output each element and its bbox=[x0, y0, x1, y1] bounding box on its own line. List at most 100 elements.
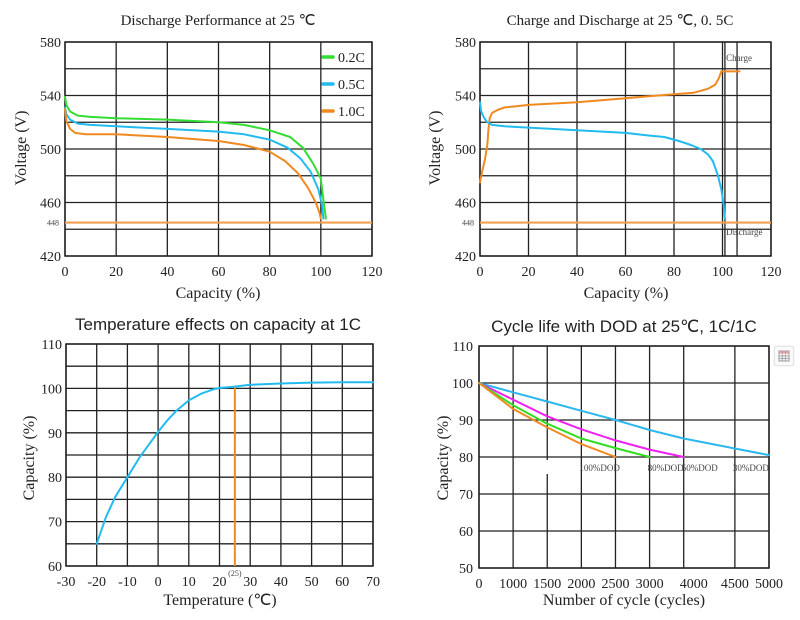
annotation-discharge: Discharge bbox=[726, 227, 762, 237]
x-tick-label: 0 bbox=[155, 575, 162, 590]
x-tick-label: 40 bbox=[274, 575, 288, 590]
x-tick-label: 0 bbox=[62, 265, 69, 280]
x-tick-label: 0 bbox=[477, 265, 484, 280]
x-tick-label: 2000 bbox=[567, 577, 595, 592]
x-axis-label: Temperature (℃) bbox=[163, 592, 276, 609]
x-tick-label: 60 bbox=[619, 265, 633, 280]
series-label-30dod: 30%DOD bbox=[733, 463, 769, 473]
x-tick-label: 10 bbox=[182, 575, 196, 590]
y-tick-label: 460 bbox=[40, 197, 61, 212]
x-tick-label: 120 bbox=[362, 265, 383, 280]
chart-title: Cycle life with DOD at 25℃, 1C/1C bbox=[491, 317, 757, 336]
chart-cycle-life: Cycle life with DOD at 25℃, 1C/1C 0 1000 1… bbox=[435, 317, 783, 609]
y-tick-label: 60 bbox=[459, 525, 473, 540]
series-line-30-dod bbox=[478, 382, 770, 457]
series-line-1-0c bbox=[64, 107, 322, 220]
x-tick-label: 50 bbox=[305, 575, 319, 590]
y-axis-label: Voltage (V) bbox=[13, 111, 30, 186]
x-tick-label: -20 bbox=[87, 575, 106, 590]
y-tick-label: 580 bbox=[455, 36, 476, 51]
chart-charge-discharge: Charge and Discharge at 25 ℃, 0. 5C 448 … bbox=[427, 13, 782, 302]
grid-gap bbox=[545, 460, 550, 474]
y-tick-label: 70 bbox=[48, 516, 62, 531]
x-tick-label: 60 bbox=[212, 265, 226, 280]
chart-title: Temperature effects on capacity at 1C bbox=[75, 315, 361, 334]
y-tick-label: 540 bbox=[40, 90, 61, 105]
x-tick-label: 40 bbox=[160, 265, 174, 280]
y-tick-label: 460 bbox=[455, 197, 476, 212]
reference-line-label: 448 bbox=[47, 219, 59, 228]
y-axis-label: Capacity (%) bbox=[21, 416, 38, 501]
series-line-100-dod bbox=[478, 382, 617, 458]
series-label-50dod: 50%DOD bbox=[682, 463, 718, 473]
x-tick-label: 20 bbox=[109, 265, 123, 280]
y-tick-label: 90 bbox=[48, 427, 62, 442]
y-axis-label: Voltage (V) bbox=[427, 111, 444, 186]
x-tick-label: 40 bbox=[570, 265, 584, 280]
x-tick-label: 70 bbox=[366, 575, 380, 590]
x-tick-label: 4000 bbox=[680, 577, 708, 592]
y-tick-label: 60 bbox=[48, 560, 62, 575]
y-tick-label: 420 bbox=[455, 250, 476, 265]
y-tick-label: 420 bbox=[40, 250, 61, 265]
y-tick-label: 500 bbox=[455, 143, 476, 158]
x-tick-label: 60 bbox=[335, 575, 349, 590]
fullscreen-button[interactable] bbox=[774, 346, 794, 366]
x-tick-label: 80 bbox=[263, 265, 277, 280]
x-tick-label: 1500 bbox=[533, 577, 561, 592]
chart-discharge-performance: Discharge Performance at 25 ℃ 448 0 20 40 6… bbox=[13, 13, 383, 302]
legend-label: 0.2C bbox=[338, 51, 365, 66]
x-axis-label: Capacity (%) bbox=[584, 285, 669, 302]
legend-label: 1.0C bbox=[338, 105, 365, 120]
x-axis-label: Number of cycle (cycles) bbox=[543, 592, 705, 609]
y-tick-label: 80 bbox=[48, 471, 62, 486]
series-line-0-5c bbox=[64, 106, 325, 220]
x-tick-label: 80 bbox=[667, 265, 681, 280]
series-line-0-2c bbox=[64, 95, 327, 220]
series-label-100dod: 100%DOD bbox=[579, 463, 620, 473]
fullscreen-grid-icon bbox=[778, 350, 790, 362]
reference-line-label: 448 bbox=[462, 219, 474, 228]
y-tick-label: 110 bbox=[453, 340, 473, 355]
x-tick-label: 5000 bbox=[755, 577, 783, 592]
plot-frame bbox=[64, 41, 373, 257]
y-tick-label: 500 bbox=[40, 143, 61, 158]
x-tick-label: -10 bbox=[118, 575, 137, 590]
series-line-50-dod bbox=[478, 382, 685, 458]
x-tick-label: 100 bbox=[712, 265, 733, 280]
x-axis-label: Capacity (%) bbox=[176, 285, 261, 302]
x-tick-label: -30 bbox=[57, 575, 76, 590]
series-line-charge bbox=[479, 70, 741, 184]
y-tick-label: 110 bbox=[42, 338, 62, 353]
chart-temperature-effects: Temperature effects on capacity at 1C (2… bbox=[21, 315, 380, 609]
y-tick-label: 80 bbox=[459, 451, 473, 466]
series-line-80-dod bbox=[478, 382, 651, 458]
series-label-80dod: 80%DOD bbox=[648, 463, 684, 473]
marker-label: (25) bbox=[228, 569, 242, 578]
x-tick-label: 1000 bbox=[499, 577, 527, 592]
y-tick-label: 70 bbox=[459, 488, 473, 503]
y-tick-label: 540 bbox=[455, 90, 476, 105]
chart-title: Discharge Performance at 25 ℃ bbox=[121, 13, 316, 29]
annotation-charge: Charge bbox=[726, 53, 752, 63]
plot-frame bbox=[478, 345, 770, 569]
x-tick-label: 20 bbox=[522, 265, 536, 280]
x-tick-label: 20 bbox=[213, 575, 227, 590]
series-line-discharge bbox=[479, 101, 726, 220]
y-tick-label: 100 bbox=[452, 377, 473, 392]
x-tick-label: 120 bbox=[761, 265, 782, 280]
x-tick-label: 2500 bbox=[601, 577, 629, 592]
x-tick-label: 3000 bbox=[636, 577, 664, 592]
y-axis-label: Capacity (%) bbox=[435, 416, 452, 501]
y-tick-label: 580 bbox=[40, 36, 61, 51]
x-tick-label: 0 bbox=[476, 577, 483, 592]
plot-frame bbox=[479, 41, 772, 257]
y-tick-label: 100 bbox=[41, 382, 62, 397]
y-tick-label: 50 bbox=[459, 562, 473, 577]
y-tick-label: 90 bbox=[459, 414, 473, 429]
legend-label: 0.5C bbox=[338, 78, 365, 93]
x-tick-label: 30 bbox=[243, 575, 257, 590]
chart-title: Charge and Discharge at 25 ℃, 0. 5C bbox=[507, 13, 734, 29]
plot-frame bbox=[65, 343, 374, 567]
